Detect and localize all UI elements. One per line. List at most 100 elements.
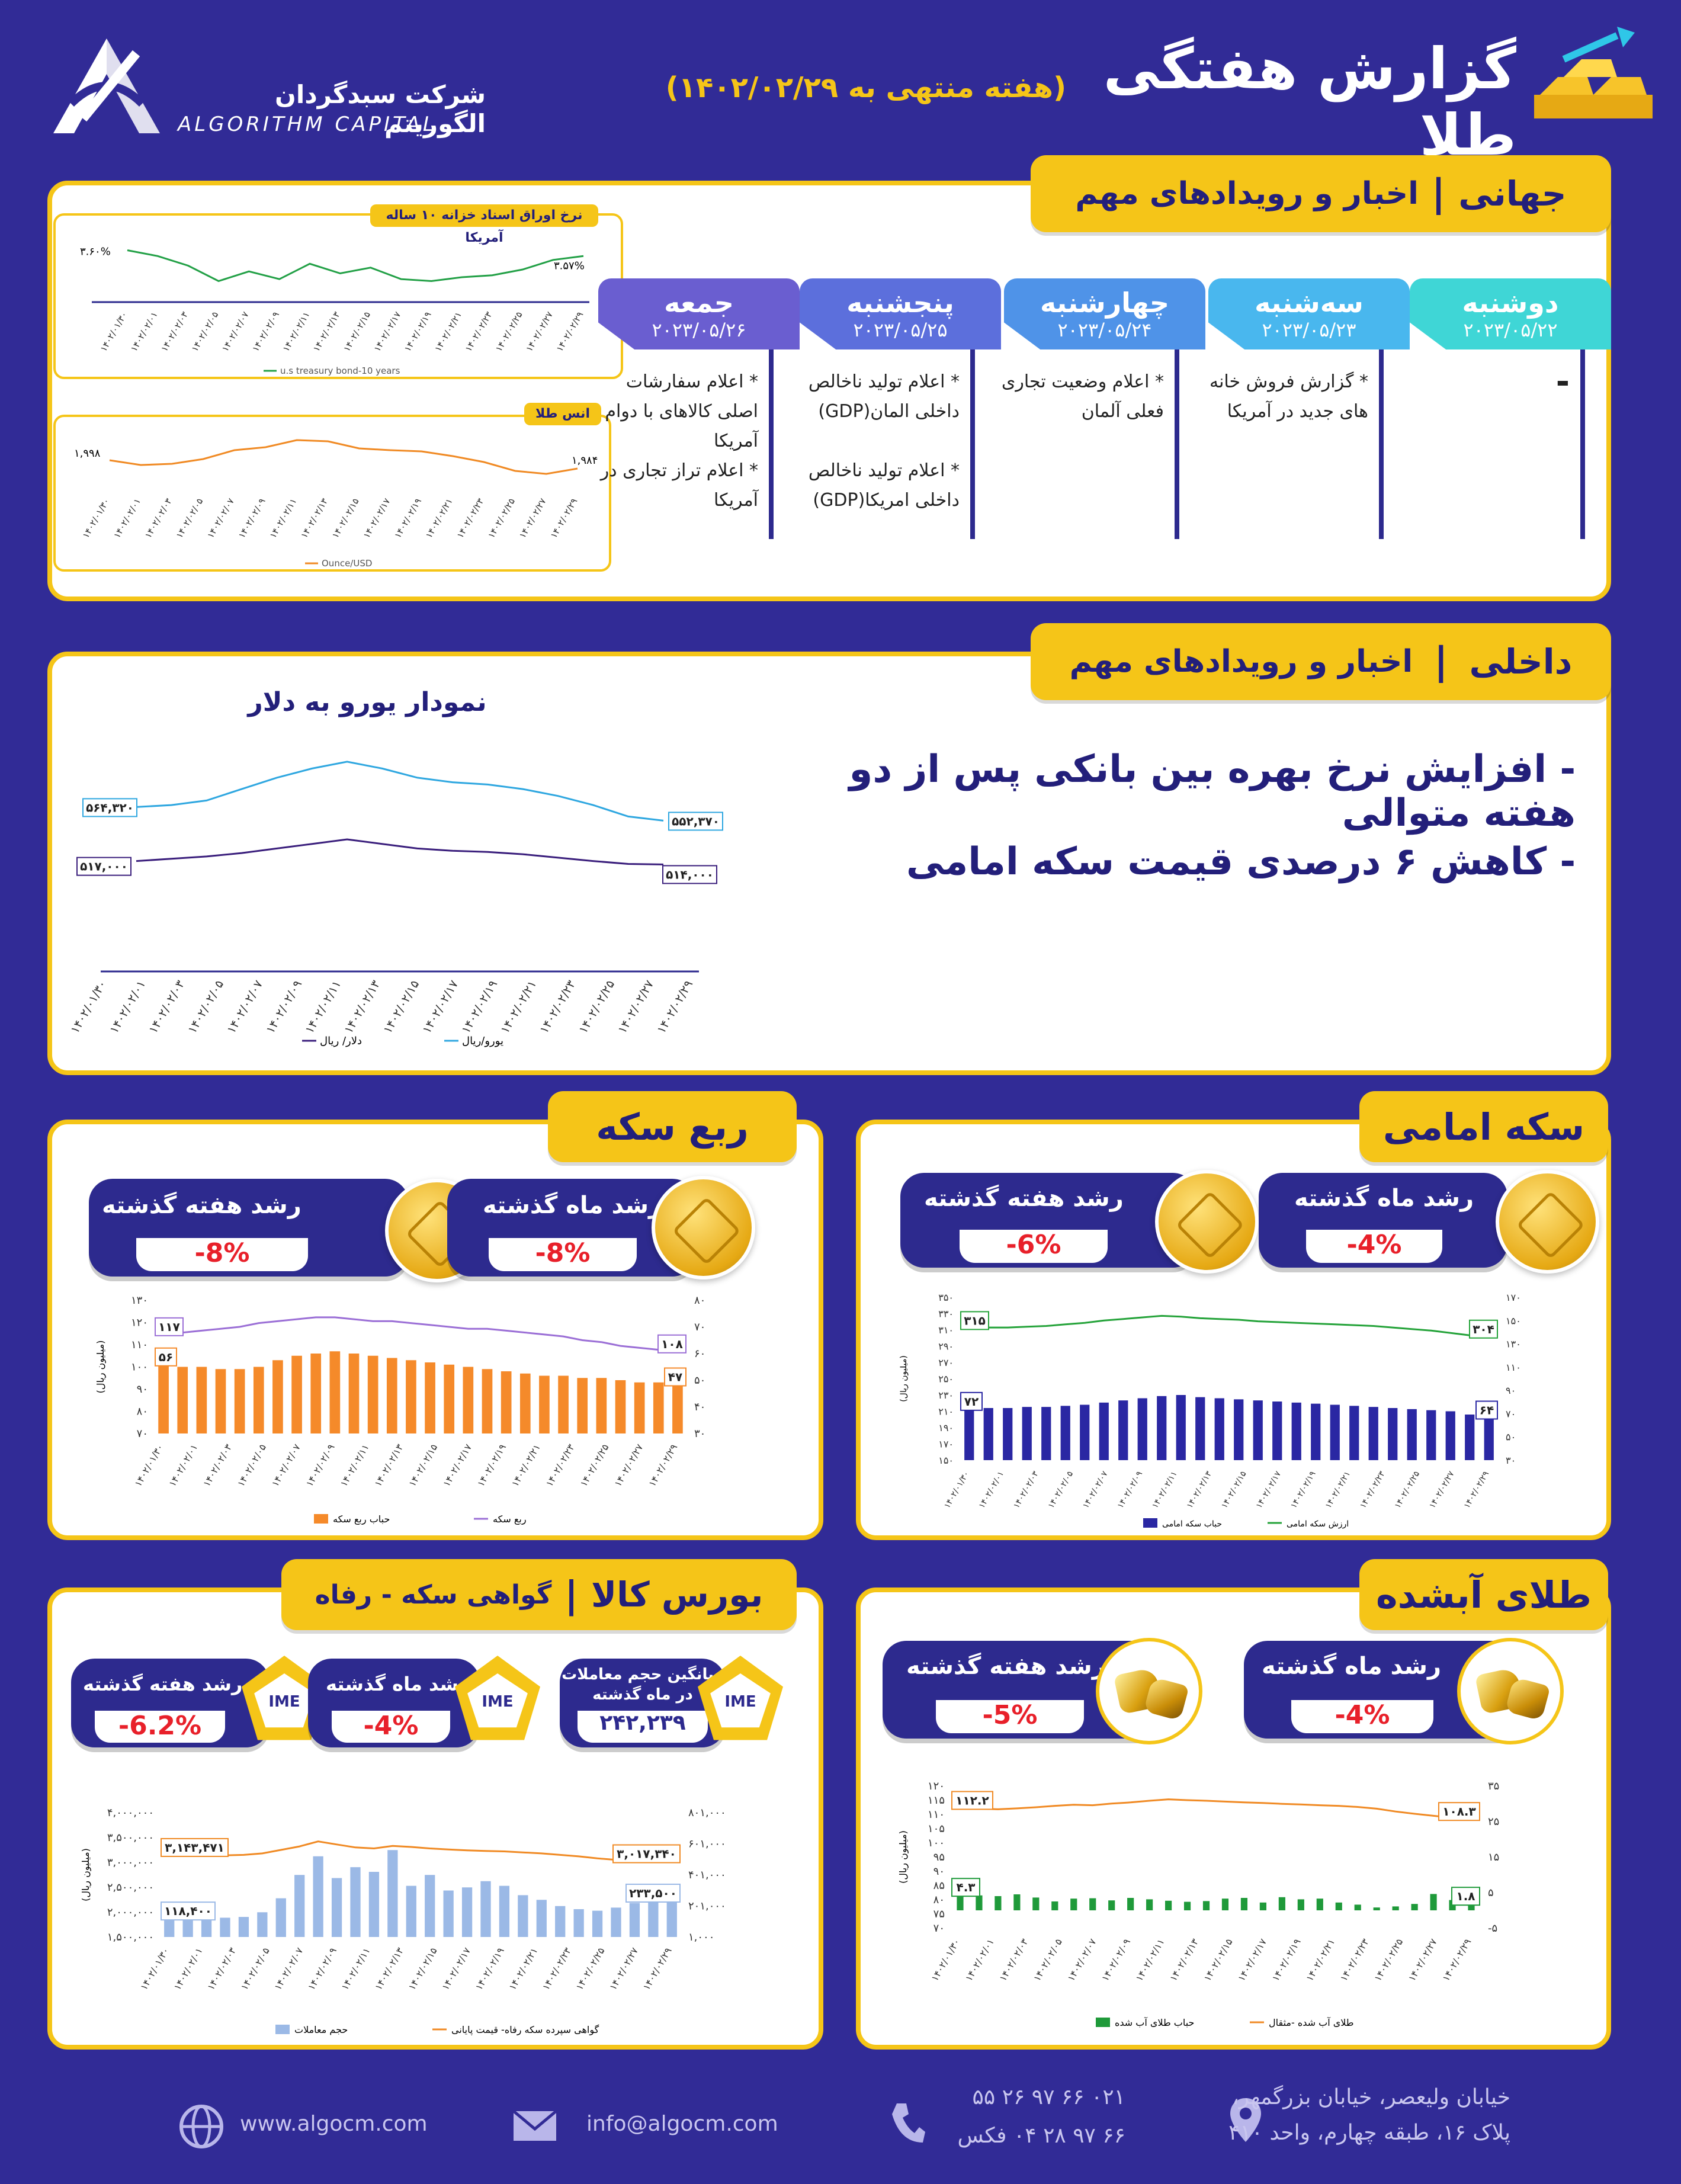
- fx-legend-usd-label: دلار/ ریال: [320, 1035, 362, 1047]
- bourse-left-tick: ۱,۵۰۰,۰۰۰: [107, 1931, 154, 1944]
- bourse-bar: [592, 1910, 603, 1937]
- domestic-news-panel: [47, 652, 1611, 1075]
- rob-x-tick: ۱۴۰۲/۰۲/۰۵: [235, 1442, 268, 1489]
- rob-legend-bar-label: حباب ربع سکه: [333, 1513, 390, 1525]
- rob-bar: [253, 1367, 264, 1433]
- rob-left-tick: ۷۰: [137, 1428, 148, 1440]
- rob-bar: [519, 1373, 531, 1433]
- molten-bar: [1430, 1894, 1437, 1910]
- fx-x-tick: ۱۴۰۲/۰۲/۰۷: [224, 977, 266, 1035]
- bourse-x-tick: ۱۴۰۲/۰۲/۱۹: [473, 1946, 506, 1992]
- molten-bar: [1164, 1900, 1172, 1910]
- bourse-month-card: رشد ماه گذشته -4% IME: [308, 1656, 540, 1747]
- emami-bar: [1253, 1400, 1263, 1460]
- bourse-bar: [536, 1900, 547, 1937]
- bourse-x-tick: ۱۴۰۲/۰۲/۲۷: [607, 1945, 640, 1992]
- day-name: جمعه: [664, 287, 734, 319]
- rob-line-last-label-box: [657, 1334, 686, 1354]
- rob-bar: [158, 1364, 169, 1433]
- emami-left-tick: ۱۷۰: [938, 1439, 954, 1450]
- molten-x-tick: ۱۴۰۲/۰۲/۲۱: [1304, 1937, 1337, 1983]
- phone-number[interactable]: ۰۲۱ ۶۶ ۹۷ ۲۶ ۵۵: [972, 2085, 1125, 2109]
- emami-week-card: رشد هفته گذشته -6%: [900, 1170, 1259, 1274]
- bourse-x-tick: ۱۴۰۲/۰۲/۲۵: [573, 1946, 607, 1992]
- location-icon: [1229, 2097, 1262, 2144]
- molten-bar: [1392, 1906, 1399, 1910]
- rob-bar: [596, 1378, 607, 1433]
- rob-week-card: رشد هفته گذشته -8%: [89, 1179, 489, 1282]
- rob-bar: [406, 1360, 416, 1433]
- rob-x-tick: ۱۴۰۲/۰۲/۲۱: [509, 1442, 543, 1489]
- fx-euro-first-label: ۵۶۴,۳۲۰: [86, 800, 134, 814]
- website-link[interactable]: www.algocm.com: [240, 2112, 428, 2136]
- emami-x-tick: ۱۴۰۲/۰۲/۱۷: [1255, 1470, 1284, 1510]
- molten-bar: [1013, 1894, 1021, 1910]
- fx-usd-first-label: ۵۱۷,۰۰۰: [80, 860, 128, 874]
- molten-month-label: رشد ماه گذشته: [1262, 1653, 1442, 1680]
- rob-bar-last-label: ۴۷: [668, 1370, 682, 1384]
- ounce-chart-box: [53, 415, 611, 572]
- bourse-week-card: رشد هفته گذشته -6.2% IME: [71, 1656, 327, 1747]
- bond-x-tick: ۱۴۰۲/۰۱/۳۰: [98, 310, 130, 354]
- rob-bar: [444, 1364, 455, 1433]
- emami-month-value: -4%: [1306, 1230, 1442, 1263]
- bourse-tag-main: بورس کالا: [591, 1574, 763, 1615]
- fx-euro-last-label-box: [668, 812, 723, 831]
- bourse-right-tick: ۲۰۱,۰۰۰: [688, 1900, 726, 1913]
- bond-x-tick: ۱۴۰۲/۰۲/۰۱: [129, 310, 160, 354]
- molten-bar: [1108, 1900, 1115, 1910]
- molten-bar-first-label: ۴.۳: [956, 1880, 975, 1894]
- rob-x-tick: ۱۴۰۲/۰۲/۱۵: [406, 1442, 440, 1489]
- rob-left-tick: ۹۰: [137, 1383, 148, 1396]
- emami-left-tick: ۲۹۰: [938, 1341, 954, 1352]
- rob-bar: [425, 1362, 435, 1433]
- molten-bar: [1183, 1901, 1191, 1910]
- globe-icon: [178, 2103, 225, 2150]
- day-date: ۲۰۲۳/۰۵/۲۲: [1463, 319, 1558, 341]
- bourse-tag-sub: گواهی سکه - رفاه: [315, 1579, 552, 1610]
- email-link[interactable]: info@algocm.com: [586, 2112, 778, 2136]
- rob-x-tick: ۱۴۰۲/۰۲/۱۳: [372, 1442, 405, 1489]
- bourse-bar: [220, 1917, 230, 1937]
- ounce-series-line: [109, 439, 578, 475]
- molten-bar: [1070, 1898, 1077, 1910]
- rob-bar: [386, 1358, 397, 1433]
- bourse-month-label: رشد ماه گذشته: [326, 1673, 470, 1695]
- emami-week-value: -6%: [960, 1230, 1108, 1263]
- emami-left-tick: ۲۷۰: [938, 1357, 954, 1368]
- rob-bar: [463, 1367, 474, 1433]
- molten-legend-bar-swatch: [1096, 2018, 1110, 2027]
- emami-x-tick: ۱۴۰۲/۰۲/۰۳: [1012, 1470, 1041, 1510]
- rob-bar: [310, 1354, 322, 1433]
- rob-bar: [558, 1375, 569, 1433]
- ounce-x-tick: ۱۴۰۲/۰۲/۲۷: [517, 496, 548, 540]
- rob-bar: [329, 1351, 341, 1433]
- molten-x-tick: ۱۴۰۲/۰۲/۱۱: [1133, 1937, 1166, 1983]
- rob-line-last-label: ۱۰۸: [661, 1337, 683, 1351]
- fx-x-tick: ۱۴۰۲/۰۲/۱۹: [458, 978, 500, 1036]
- rob-left-tick: ۱۲۰: [131, 1317, 148, 1329]
- emami-bar-last-label-box: [1475, 1400, 1498, 1420]
- emami-bar: [1195, 1397, 1205, 1460]
- molten-left-tick: ۱۲۰: [928, 1780, 945, 1792]
- day-divider: [769, 349, 774, 539]
- ounce-legend-label: Ounce/USD: [322, 558, 372, 569]
- emami-bar: [1022, 1407, 1032, 1460]
- molten-month-card: رشد ماه گذشته -4%: [1244, 1638, 1564, 1744]
- ounce-x-tick: ۱۴۰۲/۰۲/۱۵: [330, 496, 361, 540]
- algorithm-logo-icon: [53, 39, 160, 133]
- emami-month-card: رشد ماه گذشته -4%: [1259, 1170, 1599, 1274]
- emami-legend-bar-label: حباب سکه امامی: [1162, 1519, 1222, 1529]
- bourse-x-tick: ۱۴۰۲/۰۲/۲۱: [506, 1946, 540, 1992]
- molten-bar: [1297, 1899, 1304, 1910]
- emami-bar: [1157, 1396, 1167, 1460]
- molten-right-tick: ۲۵: [1488, 1816, 1499, 1828]
- fx-x-tick: ۱۴۰۲/۰۲/۰۱: [107, 978, 148, 1036]
- emami-bar: [1041, 1407, 1051, 1460]
- rob-chart: ۱۳۰ ۱۲۰ ۱۱۰ ۱۰۰ ۹۰ ۸۰ ۷۰ ۸۰ ۷۰ ۶۰ ۵۰ ۴۰ ۳۰ (میلیون ری…: [95, 1294, 705, 1525]
- molten-week-card: رشد هفته گذشته -5%: [883, 1638, 1202, 1744]
- molten-left-tick: ۹۵: [933, 1851, 945, 1864]
- emami-left-tick: ۲۱۰: [938, 1406, 954, 1417]
- emami-bar: [1272, 1402, 1282, 1460]
